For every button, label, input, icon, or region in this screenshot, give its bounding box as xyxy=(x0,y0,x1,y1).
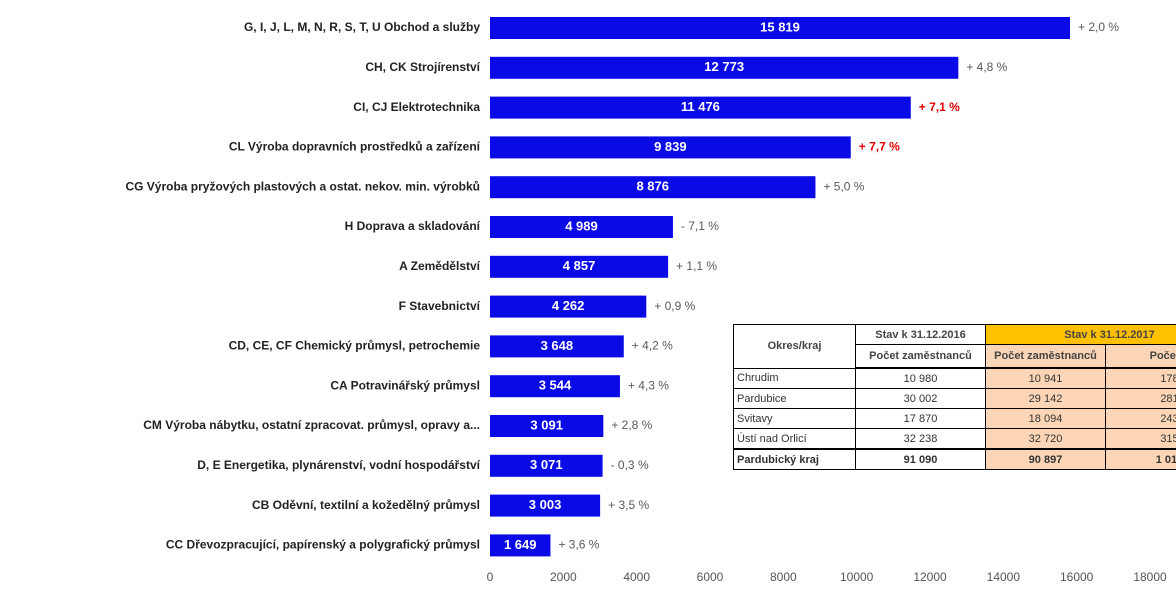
change-label: + 0,9 % xyxy=(654,299,695,313)
category-label: CG Výroba pryžových plastových a ostat. … xyxy=(125,179,480,193)
header-cell: Stav k 31.12.2017 xyxy=(986,325,1176,345)
table-cell: Pardubický kraj xyxy=(734,449,856,470)
category-label: CH, CK Strojírenství xyxy=(365,60,480,74)
change-label: - 0,3 % xyxy=(611,458,649,472)
change-label: + 3,5 % xyxy=(608,498,649,512)
table-cell: 178 xyxy=(1106,368,1176,389)
header-cell: Okres/kraj xyxy=(734,325,856,369)
category-label: CD, CE, CF Chemický průmysl, petrochemie xyxy=(229,339,481,353)
x-tick-label: 14000 xyxy=(987,570,1021,584)
change-label: + 1,1 % xyxy=(676,259,717,273)
table-cell: 315 xyxy=(1106,429,1176,450)
table-cell: 281 xyxy=(1106,389,1176,409)
category-label: D, E Energetika, plynárenství, vodní hos… xyxy=(197,458,480,472)
value-label: 3 648 xyxy=(541,338,574,353)
value-label: 3 003 xyxy=(529,497,562,512)
category-label: G, I, J, L, M, N, R, S, T, U Obchod a sl… xyxy=(244,20,480,34)
change-label: + 4,2 % xyxy=(632,339,673,353)
change-label: + 4,8 % xyxy=(966,60,1007,74)
change-label: + 5,0 % xyxy=(823,179,864,193)
header-cell: Stav k 31.12.2016 xyxy=(856,325,986,345)
table-cell: 32 720 xyxy=(986,429,1106,450)
change-label: + 7,1 % xyxy=(919,100,960,114)
table: Okres/kraj Stav k 31.12.2016 Stav k 31.1… xyxy=(733,324,1176,470)
value-label: 11 476 xyxy=(681,99,720,114)
x-tick-label: 12000 xyxy=(913,570,947,584)
value-label: 4 857 xyxy=(563,258,596,273)
x-tick-label: 4000 xyxy=(623,570,650,584)
table-cell: 29 142 xyxy=(986,389,1106,409)
value-label: 8 876 xyxy=(636,179,669,194)
value-label: 1 649 xyxy=(504,537,537,552)
change-label: + 7,7 % xyxy=(859,140,900,154)
category-label: CI, CJ Elektrotechnika xyxy=(353,100,480,114)
table-cell: 30 002 xyxy=(856,389,986,409)
table-cell: Chrudim xyxy=(734,368,856,389)
change-label: + 3,6 % xyxy=(558,538,599,552)
x-tick-label: 10000 xyxy=(840,570,874,584)
table-cell: Pardubice xyxy=(734,389,856,409)
x-tick-label: 16000 xyxy=(1060,570,1094,584)
category-label: CA Potravinářský průmysl xyxy=(330,378,480,392)
category-label: A Zemědělství xyxy=(399,259,481,273)
value-label: 15 819 xyxy=(760,19,800,34)
header-row: Okres/kraj Stav k 31.12.2016 Stav k 31.1… xyxy=(734,325,1176,345)
category-label: H Doprava a skladování xyxy=(345,219,481,233)
value-label: 4 989 xyxy=(565,218,598,233)
table-cell: 1 017 xyxy=(1106,449,1176,470)
table-cell: 17 870 xyxy=(856,409,986,429)
x-tick-label: 6000 xyxy=(697,570,724,584)
change-label: - 7,1 % xyxy=(681,219,719,233)
table-cell: Ústí nad Orlicí xyxy=(734,429,856,450)
category-label: CC Dřevozpracující, papírenský a polygra… xyxy=(166,538,480,552)
table-cell: 18 094 xyxy=(986,409,1106,429)
x-tick-label: 0 xyxy=(487,570,494,584)
table-cell: 10 980 xyxy=(856,368,986,389)
category-label: CL Výroba dopravních prostředků a zaříze… xyxy=(229,140,481,154)
table-cell: Svitavy xyxy=(734,409,856,429)
value-label: 3 071 xyxy=(530,457,563,472)
change-label: + 2,0 % xyxy=(1078,20,1119,34)
change-label: + 2,8 % xyxy=(611,418,652,432)
table-cell: 32 238 xyxy=(856,429,986,450)
x-tick-label: 18000 xyxy=(1133,570,1167,584)
table-cell: 243 xyxy=(1106,409,1176,429)
table-wrapper: Okres/kraj Stav k 31.12.2016 Stav k 31.1… xyxy=(733,324,1176,496)
value-label: 12 773 xyxy=(704,59,744,74)
x-tick-label: 2000 xyxy=(550,570,577,584)
header-cell: Počet zaměstnanců xyxy=(986,345,1106,369)
table-cell: 10 941 xyxy=(986,368,1106,389)
value-label: 9 839 xyxy=(654,139,687,154)
category-label: CB Oděvní, textilní a kožedělný průmysl xyxy=(252,498,480,512)
header-cell: Počet zaměstnanců xyxy=(856,345,986,369)
value-label: 4 262 xyxy=(552,298,585,313)
header-cell: Počet fi xyxy=(1106,345,1176,369)
value-label: 3 091 xyxy=(530,417,563,432)
value-label: 3 544 xyxy=(539,378,572,393)
category-label: CM Výroba nábytku, ostatní zpracovat. pr… xyxy=(143,418,480,432)
category-label: F Stavebnictví xyxy=(399,299,481,313)
table-cell: 91 090 xyxy=(856,449,986,470)
table-cell: 90 897 xyxy=(986,449,1106,470)
change-label: + 4,3 % xyxy=(628,378,669,392)
x-tick-label: 8000 xyxy=(770,570,797,584)
